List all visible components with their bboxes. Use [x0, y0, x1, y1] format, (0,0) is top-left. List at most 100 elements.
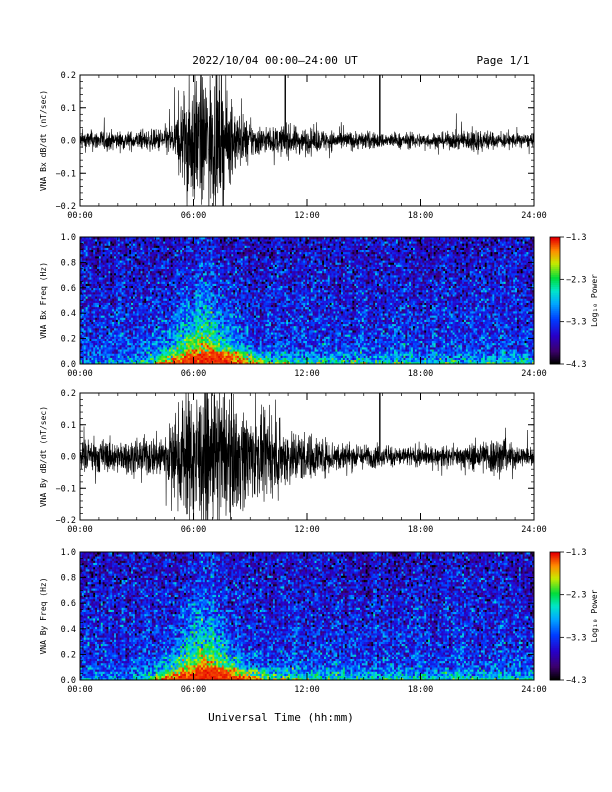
- heatmap-cell: [180, 265, 182, 267]
- heatmap-cell: [106, 273, 108, 275]
- heatmap-cell: [112, 248, 114, 250]
- heatmap-cell: [211, 296, 213, 298]
- heatmap-cell: [146, 279, 148, 281]
- heatmap-cell: [171, 250, 173, 252]
- heatmap-cell: [131, 254, 133, 256]
- heatmap-cell: [101, 305, 103, 307]
- heatmap-cell: [186, 347, 188, 349]
- heatmap-cell: [178, 294, 180, 296]
- heatmap-cell: [156, 298, 158, 300]
- heatmap-cell: [86, 303, 88, 305]
- heatmap-cell: [188, 271, 190, 273]
- heatmap-cell: [127, 296, 129, 298]
- heatmap-cell: [89, 336, 91, 338]
- heatmap-cell: [171, 241, 173, 243]
- heatmap-cell: [211, 345, 213, 347]
- heatmap-cell: [182, 271, 184, 273]
- heatmap-cell: [175, 265, 177, 267]
- heatmap-cell: [152, 298, 154, 300]
- heatmap-cell: [144, 326, 146, 328]
- heatmap-cell: [218, 305, 220, 307]
- heatmap-cell: [175, 250, 177, 252]
- heatmap-cell: [108, 265, 110, 267]
- heatmap-cell: [127, 298, 129, 300]
- heatmap-cell: [141, 279, 143, 281]
- heatmap-cell: [137, 262, 139, 264]
- heatmap-cell: [137, 290, 139, 292]
- heatmap-cell: [103, 286, 105, 288]
- heatmap-cell: [116, 290, 118, 292]
- x-tick-label-1-0: 00:00: [67, 211, 93, 221]
- heatmap-cell: [190, 298, 192, 300]
- heatmap-cell: [190, 311, 192, 313]
- heatmap-cell: [186, 284, 188, 286]
- heatmap-cell: [103, 317, 105, 319]
- heatmap-cell: [220, 294, 222, 296]
- heatmap-cell: [114, 336, 116, 338]
- heatmap-cell: [184, 245, 186, 247]
- heatmap-cell: [139, 271, 141, 273]
- heatmap-cell: [195, 334, 197, 336]
- heatmap-cell: [178, 322, 180, 324]
- heatmap-cell: [163, 252, 165, 254]
- heatmap-cell: [114, 254, 116, 256]
- heatmap-cell: [103, 241, 105, 243]
- heatmap-cell: [91, 336, 93, 338]
- heatmap-cell: [93, 320, 95, 322]
- heatmap-cell: [120, 341, 122, 343]
- heatmap-cell: [192, 336, 194, 338]
- heatmap-cell: [173, 271, 175, 273]
- heatmap-cell: [167, 349, 169, 351]
- heatmap-cell: [146, 343, 148, 345]
- heatmap-cell: [165, 290, 167, 292]
- heatmap-cell: [110, 332, 112, 334]
- heatmap-cell: [190, 360, 192, 362]
- heatmap-cell: [135, 320, 137, 322]
- heatmap-cell: [161, 294, 163, 296]
- heatmap-cell: [175, 349, 177, 351]
- heatmap-cell: [167, 294, 169, 296]
- heatmap-cell: [218, 258, 220, 260]
- heatmap-cell: [141, 334, 143, 336]
- heatmap-cell: [148, 349, 150, 351]
- heatmap-cell: [163, 271, 165, 273]
- heatmap-cell: [137, 351, 139, 353]
- heatmap-cell: [173, 353, 175, 355]
- heatmap-cell: [186, 260, 188, 262]
- heatmap-cell: [192, 311, 194, 313]
- heatmap-cell: [99, 315, 101, 317]
- heatmap-cell: [103, 358, 105, 360]
- heatmap-cell: [88, 296, 90, 298]
- heatmap-cell: [175, 298, 177, 300]
- heatmap-cell: [176, 260, 178, 262]
- heatmap-cell: [197, 286, 199, 288]
- heatmap-cell: [101, 250, 103, 252]
- heatmap-cell: [226, 292, 228, 294]
- heatmap-cell: [207, 328, 209, 330]
- heatmap-cell: [222, 343, 224, 345]
- heatmap-cell: [131, 271, 133, 273]
- heatmap-cell: [212, 245, 214, 247]
- heatmap-cell: [211, 294, 213, 296]
- heatmap-cell: [178, 265, 180, 267]
- heatmap-cell: [175, 345, 177, 347]
- heatmap-cell: [205, 292, 207, 294]
- heatmap-cell: [103, 322, 105, 324]
- heatmap-cell: [91, 294, 93, 296]
- heatmap-cell: [158, 284, 160, 286]
- heatmap-cell: [110, 273, 112, 275]
- heatmap-cell: [125, 324, 127, 326]
- heatmap-cell: [195, 262, 197, 264]
- heatmap-cell: [178, 343, 180, 345]
- heatmap-cell: [171, 279, 173, 281]
- heatmap-cell: [137, 277, 139, 279]
- heatmap-cell: [101, 252, 103, 254]
- heatmap-cell: [88, 292, 90, 294]
- heatmap-cell: [125, 254, 127, 256]
- heatmap-cell: [127, 328, 129, 330]
- heatmap-cell: [222, 248, 224, 250]
- heatmap-cell: [89, 341, 91, 343]
- heatmap-cell: [105, 322, 107, 324]
- heatmap-cell: [214, 248, 216, 250]
- heatmap-cell: [142, 260, 144, 262]
